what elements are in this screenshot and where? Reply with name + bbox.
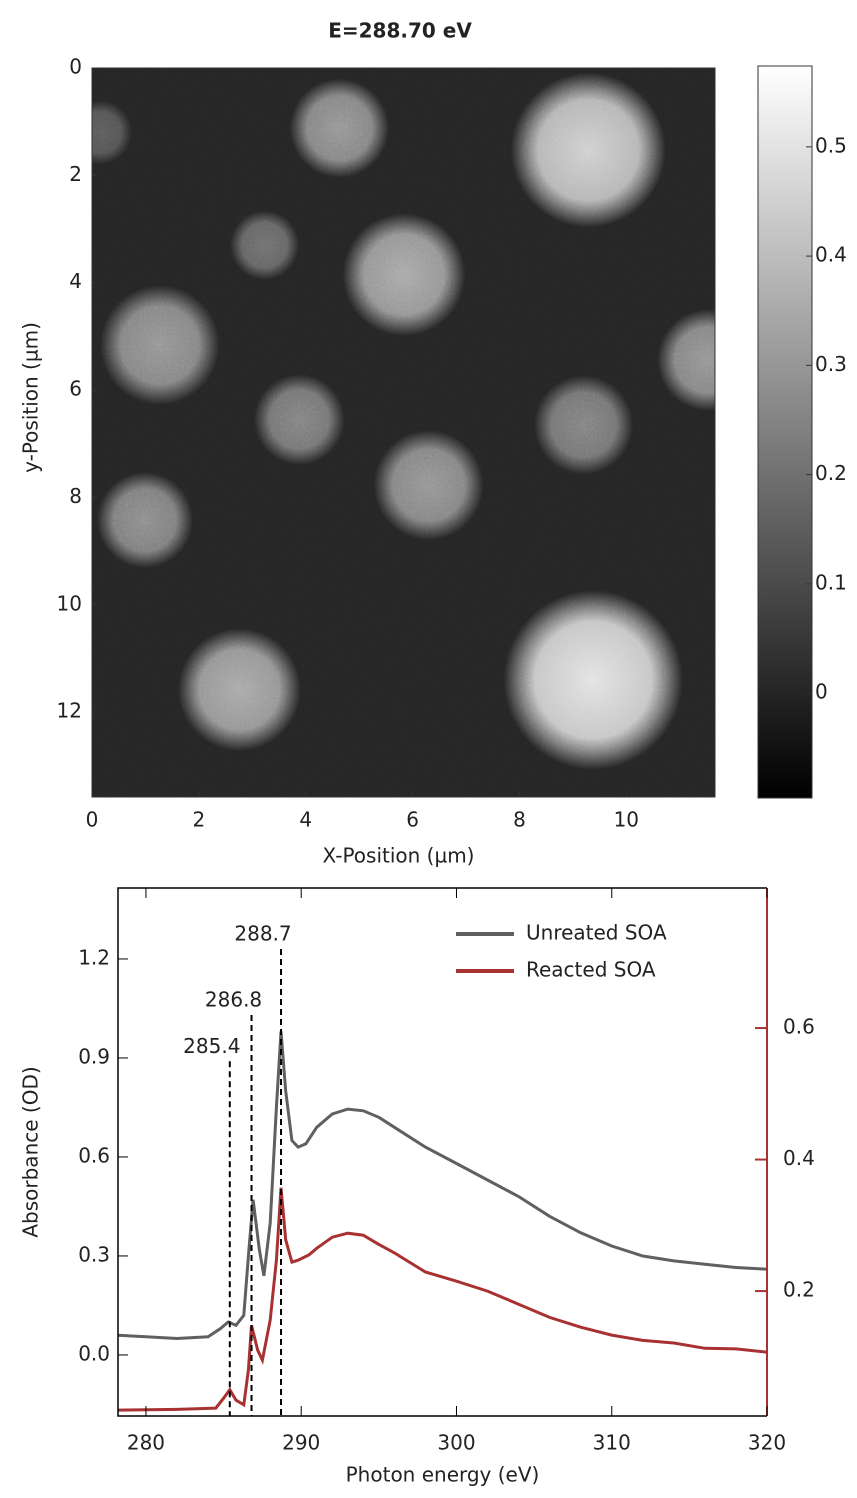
- x-tick-label: 310: [593, 1431, 631, 1455]
- x-tick-label: 290: [282, 1431, 320, 1455]
- x-axis-label: X-Position (µm): [323, 844, 475, 868]
- chart-title: E=288.70 eV: [328, 19, 472, 43]
- y-tick-label: 0.9: [78, 1044, 110, 1068]
- data-line: [117, 1187, 768, 1412]
- x-tick-label: 10: [614, 808, 639, 832]
- y2-tick-label: 0.6: [783, 1015, 815, 1039]
- y-tick-label: 6: [69, 377, 82, 401]
- colorbar-tick-label: 0.2: [815, 461, 847, 485]
- legend-label: Unreated SOA: [526, 921, 667, 945]
- x-tick-label: 6: [406, 808, 419, 832]
- image-noise: [92, 68, 715, 797]
- x-tick-label: 0: [86, 808, 99, 832]
- x-tick-label: 280: [127, 1431, 165, 1455]
- colorbar-tick-label: 0: [815, 680, 828, 704]
- y-tick-label: 12: [57, 699, 82, 723]
- y-axis-label: y-Position (µm): [19, 322, 43, 473]
- image-frame: [91, 67, 716, 798]
- y2-tick-label: 0.4: [783, 1146, 815, 1170]
- x-tick-label: 8: [513, 808, 526, 832]
- colorbar-tick-label: 0.3: [815, 352, 847, 376]
- y-tick-label: 0: [69, 55, 82, 79]
- x-tick-label: 320: [748, 1431, 786, 1455]
- y-tick-label: 0.3: [78, 1242, 110, 1266]
- peak-label: 286.8: [205, 988, 262, 1012]
- y-tick-label: 0.6: [78, 1143, 110, 1167]
- colorbar-tick-label: 0.5: [815, 133, 847, 157]
- peak-label: 288.7: [234, 922, 291, 946]
- y-tick-label: 1.2: [78, 945, 110, 969]
- x-tick-label: 4: [299, 808, 312, 832]
- y-tick-label: 4: [69, 269, 82, 293]
- y2-tick-label: 0.2: [783, 1278, 815, 1302]
- y-tick-label: 2: [69, 162, 82, 186]
- axes-frame: [117, 887, 767, 1417]
- y-tick-label: 8: [69, 484, 82, 508]
- data-line: [117, 1031, 768, 1341]
- peak-label: 285.4: [183, 1034, 240, 1058]
- colorbar-tick-label: 0.4: [815, 243, 847, 267]
- y-tick-label: 10: [57, 591, 82, 615]
- image: [92, 68, 715, 797]
- x-axis-label: Photon energy (eV): [346, 1463, 540, 1487]
- y-axis-label: Absorbance (OD): [19, 1066, 43, 1237]
- x-tick-label: 2: [192, 808, 205, 832]
- colorbar-tick-label: 0.1: [815, 570, 847, 594]
- x-tick-label: 300: [437, 1431, 475, 1455]
- y-tick-label: 0.0: [78, 1341, 110, 1365]
- legend-label: Reacted SOA: [526, 958, 656, 982]
- colorbar: [757, 65, 813, 799]
